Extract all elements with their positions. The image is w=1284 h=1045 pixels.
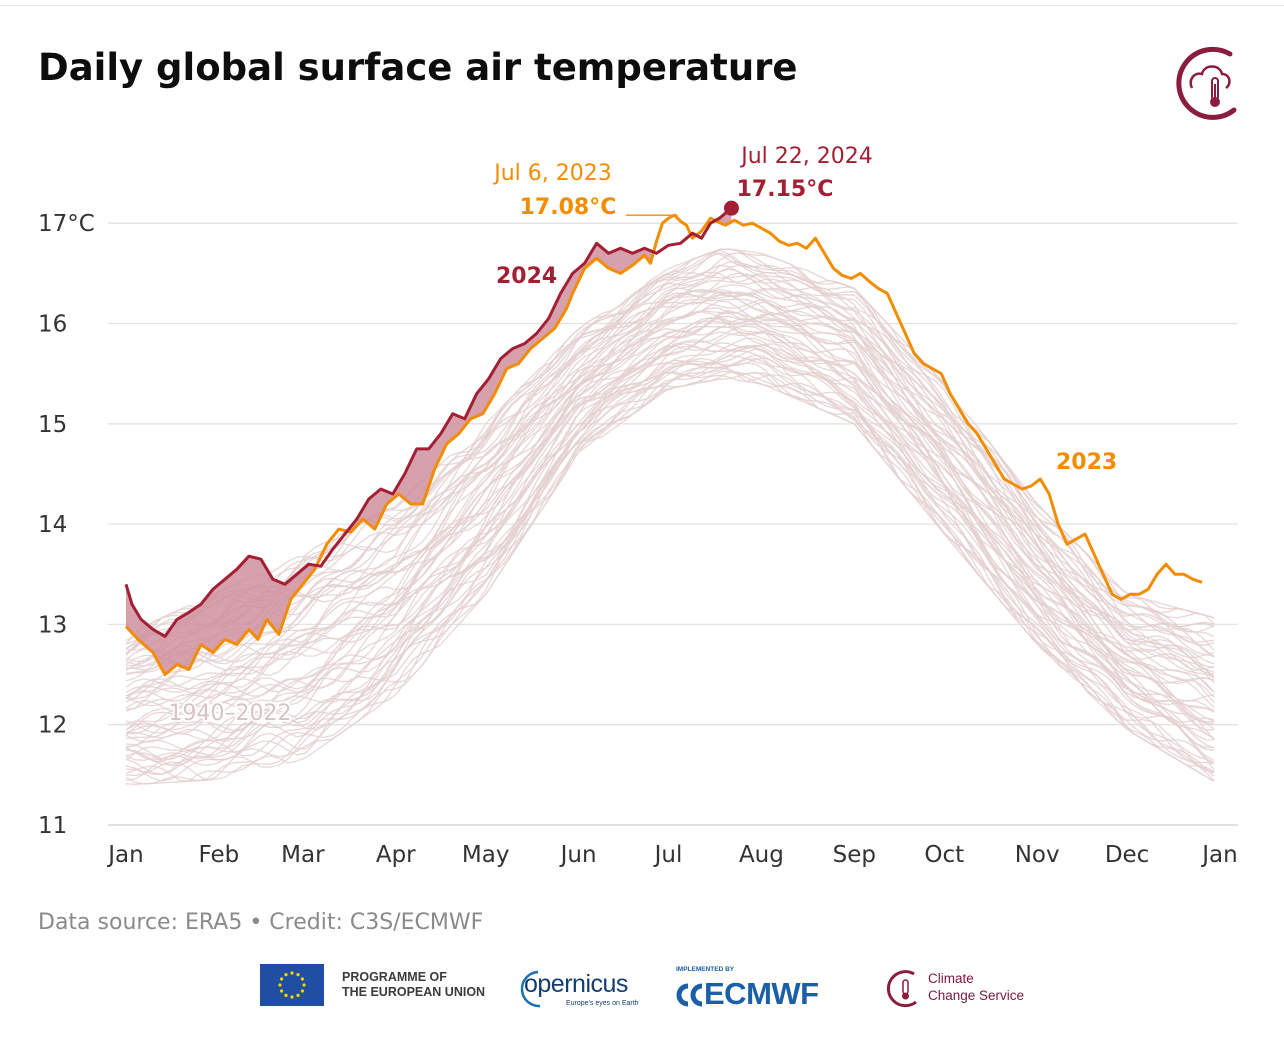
annotation-2023-value: 17.08°C: [520, 195, 617, 220]
x-tick-label-jul-6: Jul: [653, 842, 683, 868]
y-tick-label-14: 14: [38, 512, 67, 538]
eu-flag-icon: [260, 964, 324, 1006]
historical-line: [125, 293, 1215, 676]
c3s-mark-icon: [886, 970, 917, 1008]
historical-line: [125, 354, 1215, 766]
c3s-text: Climate Change Service: [928, 970, 1024, 1004]
series-2024-label: 2024: [496, 264, 557, 289]
y-tick-label-13: 13: [38, 612, 67, 638]
historical-line: [125, 326, 1215, 748]
c3s-logo-icon: Climate Change Service: [884, 964, 1034, 1012]
historical-line: [125, 332, 1214, 743]
historical-line: [125, 307, 1215, 700]
historical-line: [125, 291, 1215, 703]
c3s-text-line1: Climate: [928, 971, 974, 986]
historical-line: [125, 291, 1215, 674]
x-tick-label-jun-5: Jun: [559, 842, 597, 868]
historical-line: [125, 311, 1215, 711]
annotation-2024-marker: [723, 200, 739, 216]
annotation-2023-date: Jul 6, 2023: [492, 161, 612, 186]
historical-line: [125, 342, 1215, 751]
annotation-2024-date: Jul 22, 2024: [739, 144, 873, 169]
historical-line: [125, 248, 1215, 645]
eu-text-line2: THE EUROPEAN UNION: [342, 985, 486, 999]
c3s-text-line2: Change Service: [928, 988, 1025, 1003]
x-tick-label-nov-10: Nov: [1015, 842, 1060, 868]
x-tick-label-may-4: May: [462, 842, 510, 868]
y-tick-label-17: 17°C: [38, 211, 95, 237]
x-tick-label-dec-11: Dec: [1105, 842, 1150, 868]
x-tick-label-feb-1: Feb: [199, 842, 240, 868]
x-tick-label-oct-9: Oct: [924, 842, 964, 868]
historical-line: [125, 300, 1215, 712]
series-2023-line: [124, 213, 1203, 676]
annotations: Jul 6, 2023 17.08°C Jul 22, 2024 17.15°C: [492, 144, 873, 220]
x-tick-label-sep-8: Sep: [833, 842, 876, 868]
series-lines: 2024 2023: [124, 207, 1203, 676]
historical-line: [125, 355, 1215, 765]
top-rule: [0, 5, 1284, 6]
historical-line: [125, 271, 1215, 666]
series-2024-line: [124, 207, 733, 638]
historical-label: 1940–2022: [169, 701, 292, 726]
historical-line: [125, 315, 1215, 713]
x-tick-label-aug-7: Aug: [739, 842, 784, 868]
ecmwf-mark-icon: [676, 983, 703, 1007]
y-tick-label-11: 11: [38, 813, 67, 839]
ecmwf-logo-icon: IMPLEMENTED BY ECMWF: [674, 962, 854, 1012]
footer-logos: PROGRAMME OF THE EUROPEAN UNION opernicu…: [258, 958, 1058, 1014]
annotation-2024-value: 17.15°C: [737, 177, 834, 202]
historical-line: [125, 343, 1215, 742]
y-tick-label-15: 15: [38, 412, 67, 438]
series-2023-label: 2023: [1056, 450, 1117, 475]
historical-line: [125, 323, 1215, 734]
historical-lines-1940-2022: 1940–2022: [125, 248, 1215, 786]
chart-title: Daily global surface air temperature: [38, 46, 798, 89]
historical-line: [125, 311, 1215, 703]
copernicus-arc-icon: [520, 970, 541, 1008]
data-source-credit: Data source: ERA5 • Credit: C3S/ECMWF: [38, 910, 484, 935]
historical-line: [125, 313, 1215, 714]
eu-programme-text: PROGRAMME OF THE EUROPEAN UNION: [342, 970, 485, 1000]
eu-text-line1: PROGRAMME OF: [342, 970, 447, 984]
y-axis-ticks: 11 12 13 14 15 16 17°C: [38, 211, 95, 839]
climate-change-service-logo-icon: [1176, 46, 1237, 120]
x-axis-ticks: Jan Feb Mar Apr May Jun Jul Aug Sep Oct Nov Dec Jan: [106, 842, 1237, 868]
y-tick-label-12: 12: [38, 713, 67, 739]
copernicus-logo-icon: opernicus Europe's eyes on Earth: [516, 964, 646, 1012]
y-tick-label-16: 16: [38, 312, 67, 338]
x-tick-label-apr-3: Apr: [376, 842, 416, 868]
historical-line: [125, 264, 1215, 654]
fill-2024-above-2023-area: [126, 208, 732, 675]
x-tick-label-jan-0: Jan: [106, 842, 143, 868]
fill-2024-above-2023: [126, 208, 732, 675]
x-tick-label-jan-12: Jan: [1200, 842, 1237, 868]
x-tick-label-mar-2: Mar: [281, 842, 325, 868]
historical-line: [125, 290, 1215, 694]
copernicus-wordmark: opernicus: [524, 970, 628, 998]
historical-line: [125, 298, 1215, 688]
copernicus-tagline: Europe's eyes on Earth: [566, 1000, 639, 1007]
historical-line: [125, 252, 1215, 645]
historical-line: [125, 370, 1215, 781]
historical-line: [125, 337, 1215, 763]
historical-line: [125, 310, 1215, 735]
ecmwf-implemented-by: IMPLEMENTED BY: [676, 966, 735, 973]
historical-line: [125, 367, 1215, 782]
ecmwf-wordmark: ECMWF: [704, 976, 819, 1011]
historical-line: [125, 371, 1215, 786]
